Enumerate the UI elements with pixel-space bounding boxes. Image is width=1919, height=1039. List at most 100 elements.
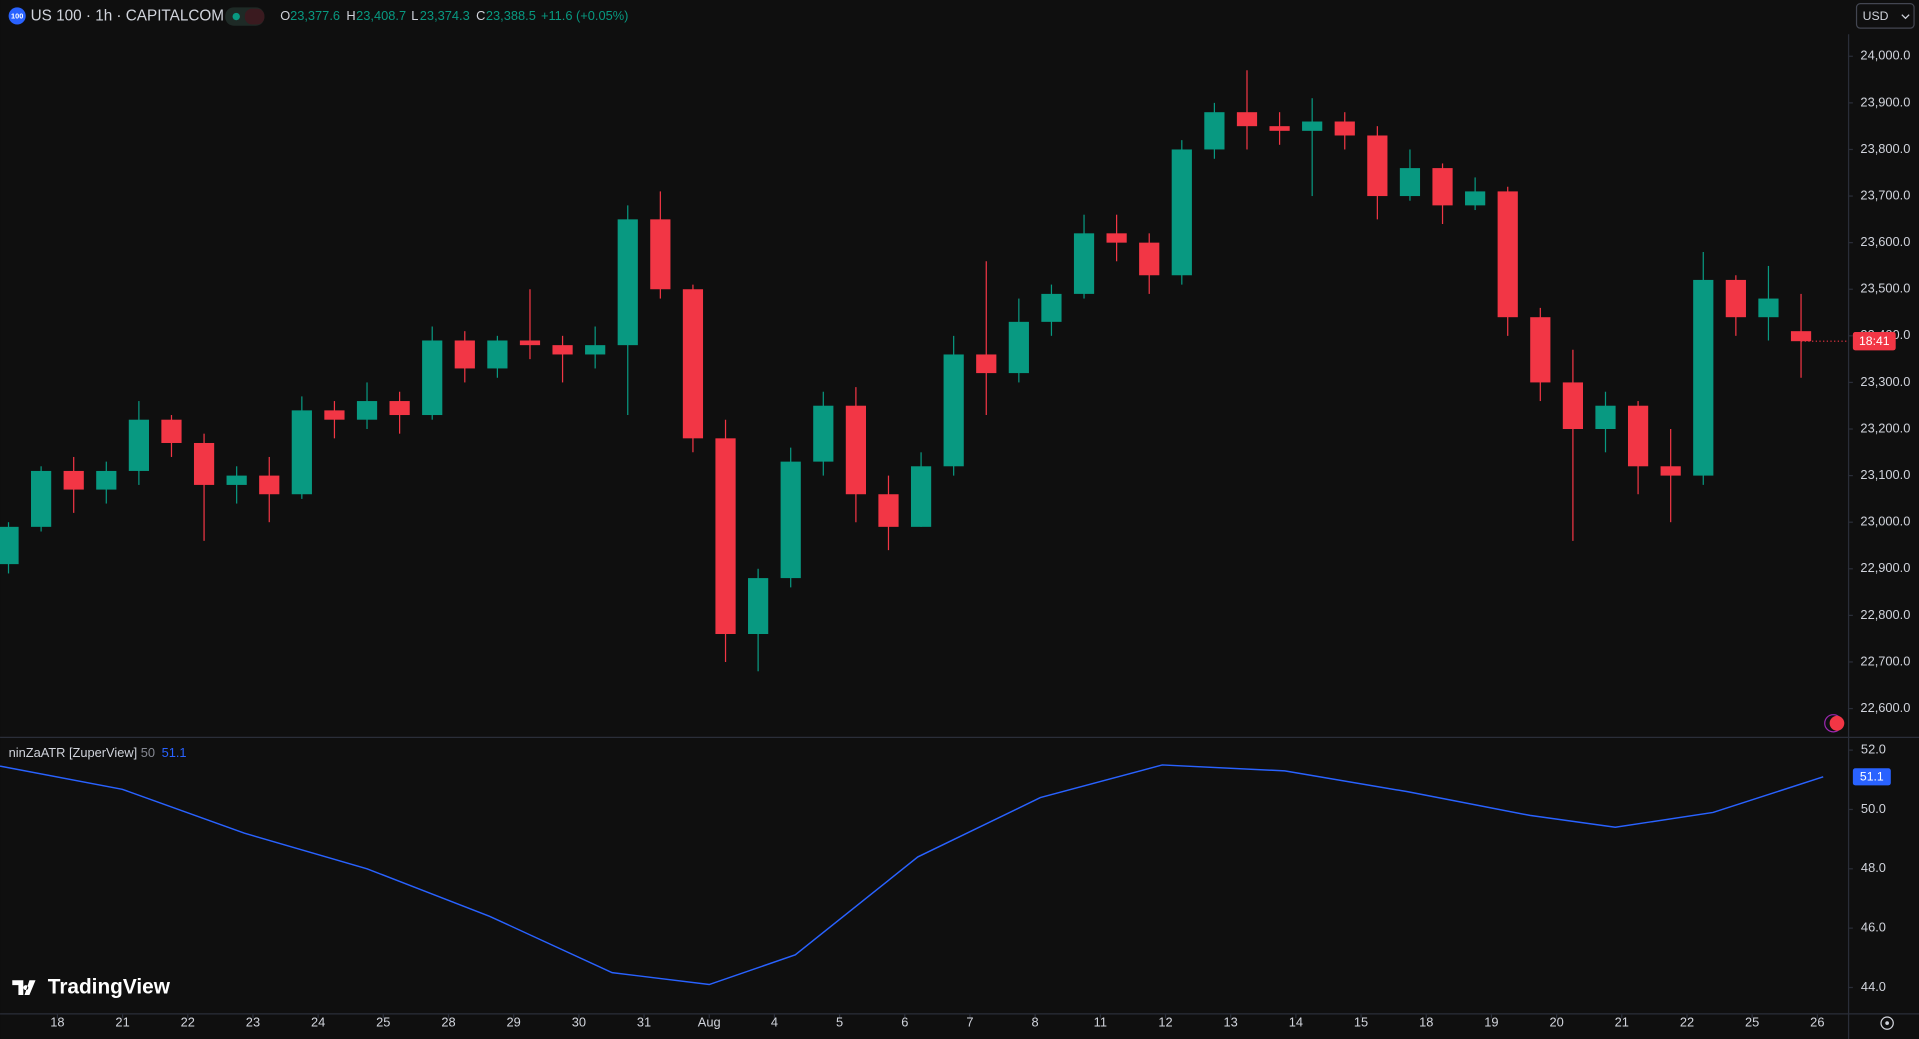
candle-body: [128, 419, 149, 471]
candle-body: [259, 475, 280, 495]
candle-body: [487, 340, 508, 369]
y-tick-label: 50.0: [1861, 801, 1886, 816]
candle-body: [454, 340, 475, 369]
candle-body: [1497, 191, 1518, 318]
ohlc-label: O: [280, 8, 290, 23]
x-tick-label: 19: [1484, 1014, 1498, 1029]
y-tick-label: 23,700.0: [1860, 187, 1910, 202]
ohlc-label: C: [476, 8, 485, 23]
symbol-title[interactable]: US 100 · 1h · CAPITALCOM: [31, 8, 224, 25]
candle-body: [1269, 126, 1290, 131]
candle-body: [1008, 321, 1029, 374]
candle-body: [1041, 293, 1062, 322]
x-tick-label: 20: [1549, 1014, 1563, 1029]
candle-body: [193, 442, 215, 485]
symbol-badge[interactable]: [8, 7, 26, 25]
y-tick-label: 23,800.0: [1860, 141, 1910, 156]
currency-button[interactable]: [1855, 3, 1915, 29]
candle-body: [389, 401, 410, 416]
candle-body: [845, 405, 866, 495]
candle-body: [1660, 466, 1681, 476]
candle-body: [1562, 382, 1584, 430]
candle-body: [1758, 298, 1779, 318]
x-tick-label: 21: [1615, 1014, 1629, 1029]
x-tick-label: Aug: [698, 1014, 721, 1029]
x-tick-label: 7: [966, 1014, 973, 1029]
x-tick-label: 5: [836, 1014, 843, 1029]
y-tick-label: 22,800.0: [1860, 607, 1910, 622]
candle-body: [682, 289, 704, 439]
x-tick-label: 25: [376, 1014, 390, 1029]
candle-body: [291, 410, 312, 495]
x-tick-label: 22: [181, 1014, 195, 1029]
candle-body: [96, 470, 117, 490]
candle-body: [910, 466, 932, 527]
x-tick-label: 4: [771, 1014, 778, 1029]
candle-body: [1595, 405, 1616, 430]
y-tick-label: 44.0: [1861, 979, 1886, 994]
candle-body: [324, 410, 345, 420]
y-tick-label: 23,200.0: [1860, 420, 1910, 435]
dropdown-arrow: [1901, 14, 1910, 20]
candle-body: [1367, 135, 1388, 197]
x-tick-label: 14: [1289, 1014, 1303, 1029]
candle-body: [1302, 121, 1323, 131]
indicator-title[interactable]: ninZaATR [ZuperView]: [9, 745, 138, 760]
x-tick-label: 6: [901, 1014, 908, 1029]
candle-body: [748, 578, 769, 635]
x-tick-label: 22: [1680, 1014, 1694, 1029]
ohlc-value: 23,408.7: [356, 8, 406, 23]
indicator-line: [0, 764, 1824, 986]
x-tick-label: 29: [507, 1014, 521, 1029]
y-tick-label: 52.0: [1861, 742, 1886, 757]
candle-body: [1725, 279, 1746, 318]
candle-body: [1106, 233, 1127, 243]
candle-body: [976, 354, 997, 374]
x-tick-label: 23: [246, 1014, 260, 1029]
candle-body: [1139, 242, 1160, 276]
logo-text[interactable]: TradingView: [48, 976, 171, 999]
x-tick-label: 31: [637, 1014, 651, 1029]
candle-body: [161, 419, 182, 443]
candle-body: [878, 494, 899, 527]
x-tick-label: 30: [572, 1014, 586, 1029]
candle-body: [813, 405, 834, 462]
candle-body: [1204, 112, 1225, 150]
indicator-value: 51.1: [162, 745, 187, 760]
logo-icon: [12, 980, 36, 995]
candle-body: [0, 526, 19, 565]
status-icon: [244, 8, 265, 25]
y-tick-label: 23,900.0: [1860, 94, 1910, 109]
indicator-value-box: [1852, 768, 1891, 786]
y-tick-label: 46.0: [1861, 920, 1886, 935]
y-tick-label: 22,900.0: [1860, 560, 1910, 575]
candle-body: [63, 470, 84, 490]
candle-body: [1399, 168, 1421, 197]
candle-body: [1790, 331, 1812, 342]
candle-body: [943, 354, 964, 467]
settings-icon[interactable]: [1880, 1016, 1894, 1030]
y-tick-label: 23,100.0: [1860, 467, 1910, 482]
currency-text: USD: [1863, 9, 1889, 23]
candle-body: [650, 219, 671, 290]
flag-icon: [1829, 715, 1845, 731]
x-tick-label: 28: [441, 1014, 455, 1029]
candle-body: [422, 340, 443, 416]
ohlc-label: L: [411, 8, 418, 23]
candle-body: [1530, 317, 1551, 383]
candle-body: [715, 438, 736, 635]
y-tick-label: 48.0: [1861, 860, 1886, 875]
candle-body: [226, 475, 247, 485]
candle-body: [1693, 279, 1714, 476]
y-tick-label: 23,600.0: [1860, 234, 1910, 249]
x-tick-label: 26: [1810, 1014, 1824, 1029]
x-tick-label: 25: [1745, 1014, 1759, 1029]
ohlc-value: 23,377.6: [290, 8, 340, 23]
x-tick-label: 13: [1224, 1014, 1238, 1029]
countdown-text: 18:41: [1859, 334, 1890, 348]
x-tick-label: 18: [50, 1014, 64, 1029]
x-tick-label: 21: [115, 1014, 129, 1029]
settings-icon-center: [1885, 1021, 1889, 1025]
